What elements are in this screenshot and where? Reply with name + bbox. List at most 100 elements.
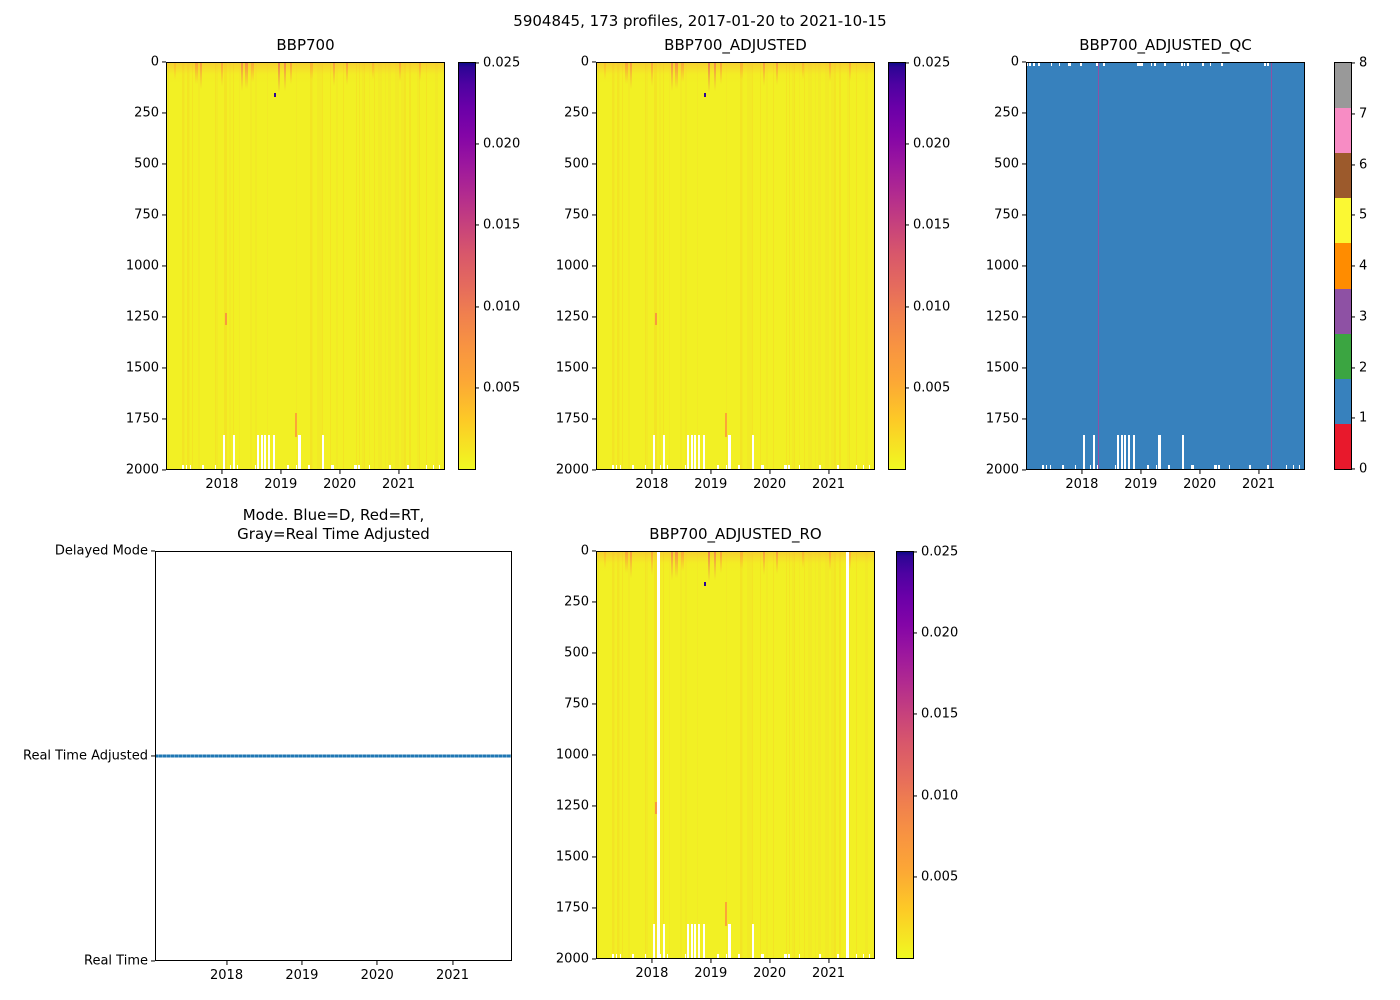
depth-tick-label: 2000	[555, 951, 589, 967]
surface-backscatter-streak	[173, 62, 176, 81]
profile-column	[668, 551, 671, 959]
qc-tick-mark	[1351, 468, 1355, 470]
missing-data-gap	[223, 435, 226, 470]
depth-tick-mark	[592, 907, 596, 909]
colorbar-tick-mark	[475, 306, 479, 308]
profile-column	[808, 62, 810, 470]
profile-column	[834, 551, 836, 959]
missing-data-gap	[1140, 62, 1143, 66]
profile-column	[617, 551, 619, 959]
colorbar-tick-label: 0.010	[913, 299, 951, 315]
profile-column	[229, 62, 231, 470]
year-tick-mark	[827, 470, 830, 474]
mode-tick-label: Delayed Mode	[54, 543, 148, 559]
missing-data-gap	[1163, 62, 1166, 66]
depth-tick-label: 0	[150, 54, 159, 70]
profile-column	[646, 551, 648, 959]
depth-tick-mark	[592, 61, 596, 63]
profile-column	[320, 62, 322, 470]
profile-column	[766, 62, 768, 470]
profile-column	[167, 62, 170, 470]
depth-tick-label: 1000	[555, 258, 589, 274]
missing-data-gap	[439, 465, 441, 470]
missing-data-gap	[659, 954, 662, 959]
surface-backscatter-streak	[681, 62, 684, 83]
profile-column	[785, 62, 788, 470]
missing-data-gap	[166, 465, 168, 470]
profile-column	[855, 551, 857, 959]
profile-column	[182, 62, 184, 470]
missing-data-gap	[1190, 465, 1193, 470]
panel-mode-plotarea[interactable]	[155, 551, 512, 961]
colorbar-tick-label: 0.010	[483, 299, 521, 315]
missing-data-gap	[788, 465, 790, 470]
surface-backscatter-streak	[802, 62, 805, 80]
depth-tick-mark	[162, 214, 166, 216]
missing-data-gap	[667, 954, 669, 959]
qc-colorbar-segment-0	[1335, 423, 1351, 469]
surface-backscatter-streak	[775, 62, 778, 86]
profile-column	[621, 551, 624, 959]
profile-column	[818, 62, 820, 470]
missing-data-gap	[237, 465, 239, 470]
depth-tick-label: 1500	[985, 360, 1019, 376]
missing-data-gap	[662, 924, 665, 959]
missing-data-gap	[596, 465, 598, 470]
deep-anomaly-marker	[703, 92, 706, 97]
depth-tick-label: 1250	[125, 309, 159, 325]
surface-backscatter-streak	[828, 551, 831, 572]
missing-data-gap	[615, 954, 618, 959]
surface-backscatter-streak	[629, 551, 632, 578]
qc-tick-label: 4	[1359, 258, 1368, 274]
missing-data-gap	[819, 465, 821, 470]
missing-data-gap	[1092, 435, 1095, 470]
depth-tick-label: 1750	[125, 411, 159, 427]
surface-backscatter-streak	[625, 62, 628, 85]
missing-data-gap	[267, 435, 270, 470]
missing-data-gap	[1089, 465, 1092, 470]
missing-data-gap	[653, 435, 656, 470]
surface-enhanced-layer	[596, 62, 875, 85]
profile-column	[814, 62, 817, 470]
depth-tick-mark	[1022, 214, 1026, 216]
deep-anomaly-marker	[654, 801, 657, 815]
profile-column	[198, 62, 200, 470]
profile-column	[741, 551, 744, 959]
missing-data-gap	[1229, 465, 1231, 470]
year-tick-mark	[769, 470, 771, 474]
missing-data-gap	[1181, 62, 1183, 66]
profile-column	[216, 62, 218, 470]
year-tick-label: 2021	[811, 477, 846, 492]
profile-column	[810, 551, 812, 959]
surface-backscatter-streak	[251, 62, 254, 83]
profile-column	[183, 62, 186, 470]
missing-data-gap	[612, 465, 614, 470]
profile-column	[766, 551, 768, 959]
qc-tick-mark	[1351, 366, 1355, 369]
year-tick-mark	[1140, 470, 1142, 474]
colorbar-bbp700: 0.005 0.010 0.015 0.020 0.025	[458, 56, 520, 470]
profile-column	[751, 62, 754, 470]
year-tick-label: 2021	[811, 966, 846, 981]
panel-bbp700-adjusted-qc-plotarea[interactable]	[1026, 62, 1305, 470]
depth-tick-mark	[592, 163, 596, 165]
profile-column	[613, 551, 616, 959]
profile-column	[696, 62, 698, 470]
missing-data-gap	[272, 435, 275, 470]
panel-bbp700-plotarea[interactable]	[166, 62, 445, 470]
year-tick-mark	[769, 959, 771, 963]
missing-data-gap	[1136, 62, 1139, 66]
panel-bbp700-adjusted-plotarea[interactable]	[596, 62, 875, 470]
profile-column	[318, 62, 320, 470]
profile-column	[824, 551, 827, 959]
surface-backscatter-streak	[289, 62, 292, 85]
profile-column	[865, 62, 867, 470]
profile-column	[394, 62, 397, 470]
profile-column	[656, 62, 658, 470]
missing-data-gap	[716, 465, 718, 470]
profile-column	[401, 62, 403, 470]
panel-bbp700-adjusted-ro-plotarea[interactable]	[596, 551, 875, 959]
depth-tick-label: 0	[1010, 54, 1019, 70]
profile-column	[191, 62, 194, 470]
